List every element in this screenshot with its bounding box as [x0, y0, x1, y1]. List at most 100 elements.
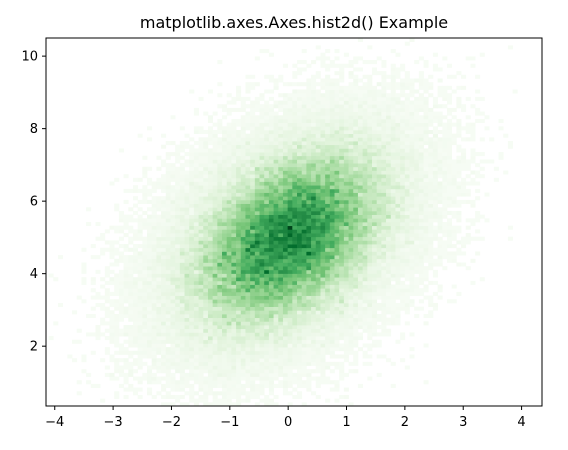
heatmap-cell [278, 280, 284, 285]
heatmap-cell [381, 225, 387, 230]
heatmap-cell [123, 218, 129, 223]
heatmap-cell [212, 130, 218, 135]
heatmap-cell [193, 328, 199, 333]
heatmap-cell [386, 321, 392, 326]
heatmap-cell [184, 288, 190, 293]
heatmap-cell [362, 144, 368, 149]
heatmap-cell [446, 111, 453, 116]
heatmap-cell [282, 104, 288, 109]
heatmap-cell [203, 321, 209, 326]
heatmap-cell [414, 192, 420, 197]
heatmap-cell [198, 310, 204, 315]
heatmap-cell [128, 387, 134, 392]
heatmap-cell [395, 258, 401, 263]
heatmap-cell [273, 277, 279, 282]
heatmap-cell [193, 358, 199, 363]
heatmap-cell [240, 107, 246, 112]
heatmap-cell [320, 240, 326, 245]
heatmap-cell [189, 240, 195, 245]
heatmap-cell [381, 284, 387, 289]
heatmap-cell [381, 137, 387, 142]
heatmap-cell [353, 273, 359, 278]
heatmap-cell [161, 247, 167, 252]
heatmap-cell [334, 258, 340, 263]
heatmap-cell [334, 347, 340, 352]
heatmap-cell [423, 380, 429, 385]
heatmap-cell [432, 251, 438, 256]
heatmap-cell [184, 376, 190, 381]
heatmap-cell [170, 302, 176, 307]
heatmap-cell [217, 336, 223, 341]
heatmap-cell [446, 251, 453, 256]
heatmap-cell [147, 317, 153, 322]
heatmap-cell [287, 325, 293, 330]
heatmap-cell [386, 222, 392, 227]
heatmap-cell [297, 107, 303, 112]
heatmap-cell [400, 244, 406, 249]
heatmap-cell [423, 236, 429, 241]
heatmap-cell [254, 255, 260, 260]
heatmap-cell [329, 251, 335, 256]
heatmap-cell [343, 350, 349, 355]
heatmap-cell [320, 207, 326, 212]
heatmap-cell [372, 280, 378, 285]
heatmap-cell [264, 174, 270, 179]
heatmap-cell [362, 118, 368, 123]
heatmap-cell [381, 302, 387, 307]
heatmap-cell [470, 130, 476, 135]
heatmap-cell [339, 262, 345, 267]
heatmap-cell [95, 332, 101, 337]
heatmap-cell [259, 310, 265, 315]
heatmap-cell [390, 159, 396, 164]
heatmap-cell [343, 244, 349, 249]
heatmap-cell [372, 214, 378, 219]
heatmap-cell [306, 387, 312, 392]
heatmap-cell [147, 236, 153, 241]
heatmap-cell [418, 144, 424, 149]
heatmap-cell [264, 192, 270, 197]
heatmap-cell [334, 321, 340, 326]
heatmap-cell [226, 188, 232, 193]
heatmap-cell [268, 398, 274, 403]
heatmap-cell [259, 321, 265, 326]
heatmap-cell [212, 144, 218, 149]
heatmap-cell [151, 328, 157, 333]
heatmap-cell [189, 291, 195, 296]
heatmap-cell [442, 177, 448, 182]
heatmap-cell [372, 111, 378, 116]
heatmap-cell [198, 328, 204, 333]
heatmap-cell [315, 365, 321, 370]
heatmap-cell [282, 210, 288, 215]
heatmap-cell [151, 218, 157, 223]
heatmap-cell [198, 137, 204, 142]
heatmap-cell [207, 188, 213, 193]
heatmap-cell [376, 141, 382, 146]
heatmap-cell [428, 266, 434, 271]
heatmap-cell [236, 398, 242, 403]
heatmap-cell [147, 258, 153, 263]
heatmap-cell [315, 166, 321, 171]
heatmap-cell [442, 130, 448, 135]
heatmap-cell [254, 383, 260, 388]
heatmap-cell [231, 310, 237, 315]
heatmap-cell [278, 133, 284, 138]
heatmap-cell [184, 174, 190, 179]
heatmap-cell [132, 233, 138, 238]
heatmap-cell [264, 170, 270, 175]
heatmap-cell [395, 225, 401, 230]
heatmap-cell [306, 229, 312, 234]
heatmap-cell [301, 244, 307, 249]
heatmap-cell [381, 288, 387, 293]
heatmap-cell [465, 130, 471, 135]
heatmap-cell [240, 376, 246, 381]
heatmap-cell [212, 394, 218, 399]
heatmap-cell [231, 225, 237, 230]
heatmap-cell [409, 288, 415, 293]
heatmap-cell [437, 104, 443, 109]
heatmap-cell [118, 306, 124, 311]
heatmap-cell [268, 210, 274, 215]
heatmap-cell [404, 258, 410, 263]
heatmap-cell [320, 141, 326, 146]
heatmap-cell [240, 317, 246, 322]
heatmap-cell [297, 233, 303, 238]
